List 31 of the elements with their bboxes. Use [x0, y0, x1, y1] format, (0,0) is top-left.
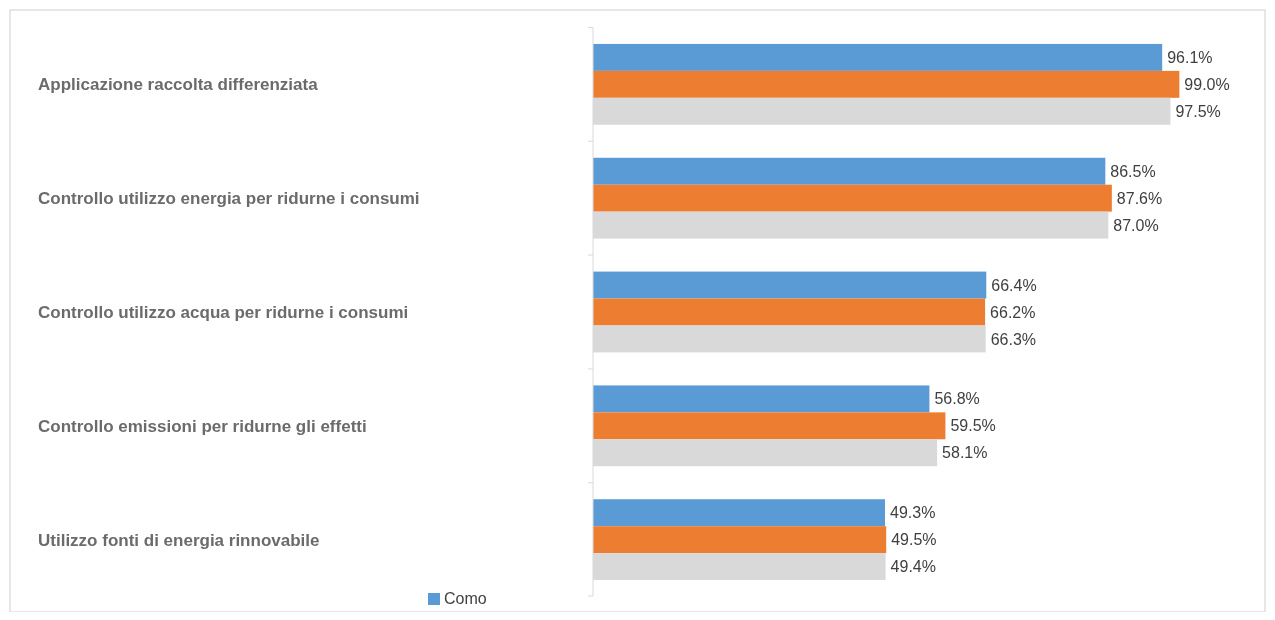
bar — [593, 385, 930, 413]
bar — [593, 70, 1180, 98]
bar — [593, 157, 1106, 185]
data-label: 66.2% — [990, 303, 1036, 321]
y-tick-label: Controllo utilizzo acqua per ridurne i consumi — [38, 302, 409, 322]
bar — [593, 499, 885, 527]
data-label: 99.0% — [1184, 75, 1230, 93]
bar — [593, 43, 1163, 71]
bar — [593, 298, 986, 326]
data-label: 96.1% — [1167, 49, 1213, 67]
y-tick-label: Controllo emissioni per ridurne gli effetti — [38, 416, 367, 436]
data-label: 49.3% — [890, 504, 936, 522]
data-label: 66.3% — [990, 330, 1037, 348]
legend-label: Como — [444, 590, 487, 607]
data-label: 49.5% — [891, 531, 937, 549]
data-label: 59.5% — [950, 417, 996, 435]
data-label: 49.4% — [890, 558, 936, 576]
data-label: 87.6% — [1116, 189, 1163, 207]
data-label: 56.8% — [934, 390, 980, 408]
data-label: 66.4% — [991, 276, 1037, 294]
y-tick-label: Applicazione raccolta differenziata — [38, 75, 319, 95]
bar — [593, 271, 987, 299]
data-label: 87.0% — [1113, 216, 1159, 234]
bar — [593, 526, 887, 554]
y-tick-label: Controllo utilizzo energia per ridurne i consumi — [38, 189, 420, 209]
data-label: 97.5% — [1175, 102, 1221, 120]
bar — [593, 412, 946, 440]
data-label: 86.5% — [1110, 162, 1156, 180]
data-label: 58.1% — [942, 444, 988, 462]
y-tick-label: Utilizzo fonti di energia rinnovabile — [38, 530, 320, 550]
bar — [593, 184, 1112, 212]
